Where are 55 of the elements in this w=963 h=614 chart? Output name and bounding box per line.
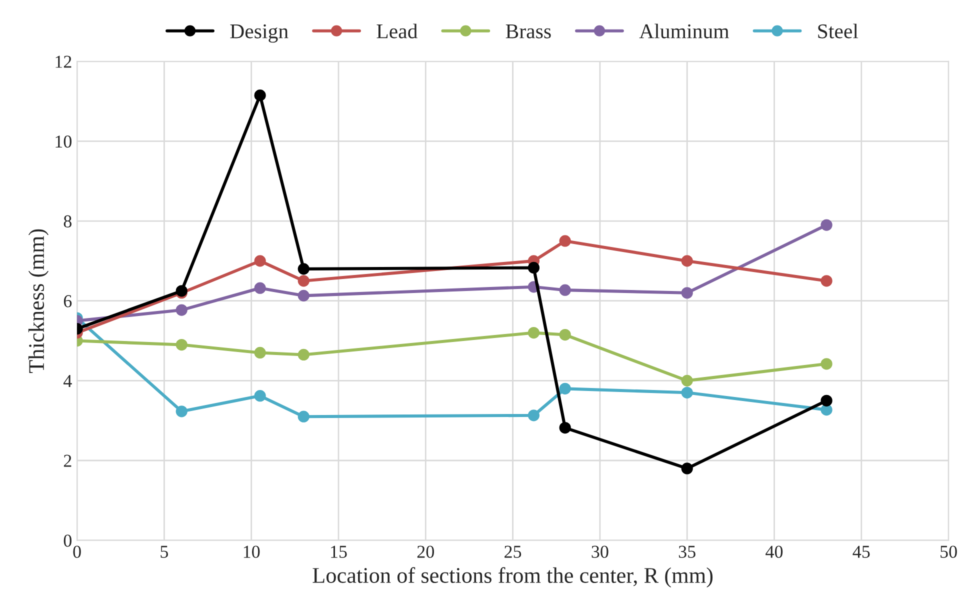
legend-label: Steel [818, 24, 858, 38]
point [559, 235, 571, 247]
y-tick-label: 6 [64, 295, 72, 308]
legend-label: Design [230, 24, 288, 43]
point [559, 328, 571, 341]
point [298, 263, 310, 275]
point [528, 410, 540, 422]
point [559, 382, 571, 394]
point [681, 255, 693, 267]
x-tick-label: 0 [73, 546, 81, 558]
x-tick-label: 20 [417, 546, 434, 558]
x-tick-label: 35 [678, 546, 696, 558]
x-tick-label: 10 [244, 546, 260, 558]
point [559, 284, 571, 296]
point [176, 338, 188, 351]
y-tick-label: 0 [64, 534, 72, 547]
point [681, 374, 693, 386]
x-axis-title: Location of sections from the center, R (mm) [312, 567, 713, 588]
y-tick-label: 8 [64, 215, 72, 228]
point [254, 90, 266, 102]
x-tick-label: 40 [766, 546, 783, 558]
point [298, 410, 310, 422]
point [559, 422, 571, 434]
point [298, 290, 310, 302]
x-tick-label: 5 [160, 546, 168, 558]
point [528, 262, 540, 274]
point [820, 219, 832, 231]
point [254, 255, 266, 267]
legend-label: Aluminum [639, 24, 730, 38]
point [820, 394, 832, 406]
point [176, 406, 188, 418]
point [820, 358, 832, 370]
point [681, 462, 693, 474]
x-tick-label: 30 [592, 546, 608, 558]
y-tick-label: 2 [64, 454, 72, 467]
x-tick-label: 45 [852, 546, 870, 558]
legend-label: Lead [376, 24, 418, 38]
x-tick-label: 50 [940, 546, 957, 558]
y-tick-label: 4 [64, 375, 72, 387]
point [254, 390, 266, 402]
point [820, 275, 832, 287]
point [298, 275, 310, 287]
point [528, 326, 540, 339]
y-tick-label: 12 [56, 56, 72, 68]
point [681, 287, 693, 299]
x-tick-label: 15 [331, 546, 347, 558]
y-tick-label: 10 [56, 135, 72, 148]
y-axis-title: Thickness (mm) [28, 229, 49, 373]
point [681, 386, 693, 398]
point [254, 282, 266, 294]
point [176, 304, 188, 316]
point [298, 348, 310, 361]
legend-label: Brass [506, 24, 551, 38]
point [254, 346, 266, 359]
x-tick-label: 25 [504, 546, 522, 558]
